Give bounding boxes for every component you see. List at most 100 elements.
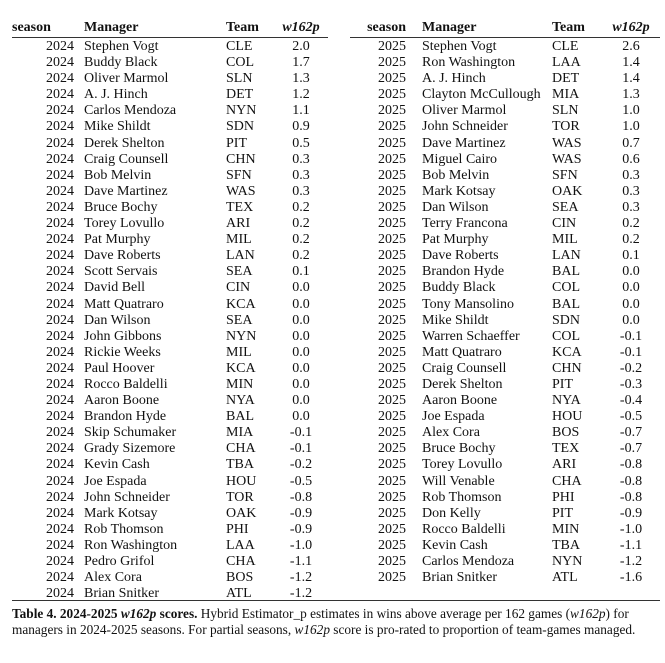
season-cell: 2025: [378, 312, 406, 328]
table-row: 2024 Mark Kotsay OAK -0.9: [12, 506, 328, 522]
team-cell: NYN: [552, 554, 583, 569]
team-cell: NYA: [226, 393, 255, 409]
score-cell: 1.2: [292, 87, 310, 103]
table-row: 2024 Torey Lovullo ARI 0.2: [12, 216, 328, 232]
score-cell: 0.2: [292, 199, 310, 215]
manager-cell: Mark Kotsay: [84, 505, 158, 521]
manager-cell: Pat Murphy: [84, 232, 151, 248]
season-cell: 2025: [378, 328, 406, 344]
team-cell: BAL: [552, 264, 580, 280]
season-cell: 2024: [46, 232, 74, 248]
header-manager: Manager: [84, 20, 139, 35]
score-cell: 0.1: [622, 248, 640, 264]
table-row: 2025 Ron Washington LAA 1.4: [350, 55, 660, 71]
table-row: 2025 Oliver Marmol SLN 1.0: [350, 103, 660, 119]
team-cell: MIL: [226, 344, 252, 360]
team-cell: SLN: [226, 71, 253, 87]
caption-label-text: Table 4. 2024-2025: [12, 606, 121, 621]
table-row: 2025 Dave Martinez WAS 0.7: [350, 136, 660, 152]
table-row: 2024 Pedro Grifol CHA -1.1: [12, 554, 328, 570]
score-cell: 0.0: [292, 296, 310, 312]
score-cell: 0.6: [622, 151, 640, 167]
header-row: season Manager Team w162p: [350, 20, 660, 38]
team-cell: OAK: [552, 183, 583, 199]
season-cell: 2025: [378, 135, 406, 151]
header-row: season Manager Team w162p: [12, 20, 328, 38]
team-cell: ATL: [226, 586, 252, 602]
team-cell: MIN: [552, 521, 580, 537]
manager-cell: Stephen Vogt: [422, 39, 497, 54]
team-cell: CIN: [226, 280, 251, 296]
team-cell: WAS: [552, 135, 582, 151]
season-cell: 2024: [46, 103, 74, 119]
team-cell: CHA: [552, 473, 582, 489]
team-cell: ATL: [552, 570, 578, 586]
manager-cell: Stephen Vogt: [84, 39, 159, 54]
team-cell: COL: [226, 55, 254, 71]
season-cell: 2024: [46, 473, 74, 489]
team-cell: CIN: [552, 216, 577, 232]
team-cell: COL: [552, 280, 580, 296]
manager-cell: Kevin Cash: [84, 457, 150, 473]
score-cell: 0.3: [292, 151, 310, 167]
team-cell: MIL: [226, 232, 252, 248]
team-cell: BAL: [552, 296, 580, 312]
table-row: 2024 Carlos Mendoza NYN 1.1: [12, 103, 328, 119]
season-cell: 2025: [378, 55, 406, 71]
score-cell: 0.2: [292, 232, 310, 248]
season-cell: 2024: [46, 216, 74, 232]
season-cell: 2025: [378, 505, 406, 521]
season-cell: 2025: [378, 264, 406, 280]
manager-cell: Mike Shildt: [422, 312, 489, 328]
team-cell: NYA: [552, 393, 581, 409]
manager-cell: Bruce Bochy: [84, 199, 158, 215]
team-cell: SEA: [226, 312, 253, 328]
season-cell: 2025: [378, 425, 406, 441]
team-cell: LAN: [226, 248, 255, 264]
table-bottom-rule: [12, 600, 660, 601]
team-cell: PHI: [552, 489, 575, 505]
score-cell: -0.1: [289, 425, 313, 441]
season-cell: 2025: [378, 87, 406, 103]
score-cell: -1.2: [289, 570, 313, 586]
score-cell: 0.0: [622, 264, 640, 280]
table-row: 2025 Pat Murphy MIL 0.2: [350, 232, 660, 248]
table-row: 2024 Aaron Boone NYA 0.0: [12, 393, 328, 409]
team-cell: OAK: [226, 505, 257, 521]
team-cell: TOR: [552, 119, 580, 135]
team-cell: WAS: [226, 183, 256, 199]
manager-cell: Rickie Weeks: [84, 344, 161, 360]
team-cell: MIL: [552, 232, 578, 248]
manager-cell: Craig Counsell: [422, 360, 507, 376]
team-cell: TBA: [226, 457, 254, 473]
score-cell: -0.8: [289, 489, 313, 505]
manager-cell: A. J. Hinch: [84, 87, 148, 103]
score-cell: -0.1: [619, 328, 643, 344]
table-row: 2024 Dave Martinez WAS 0.3: [12, 184, 328, 200]
season-cell: 2024: [46, 328, 74, 344]
season-cell: 2025: [378, 103, 406, 119]
season-cell: 2025: [378, 393, 406, 409]
season-cell: 2024: [46, 183, 74, 199]
manager-cell: Aaron Boone: [422, 393, 498, 409]
team-cell: LAA: [226, 537, 255, 553]
season-cell: 2024: [46, 360, 74, 376]
team-cell: PIT: [552, 505, 573, 521]
manager-cell: Rob Thomson: [422, 489, 502, 505]
score-cell: -0.2: [619, 360, 643, 376]
season-cell: 2024: [46, 441, 74, 457]
team-cell: ARI: [552, 457, 577, 473]
table-row: 2025 Torey Lovullo ARI -0.8: [350, 457, 660, 473]
caption-italic: w162p: [570, 606, 606, 621]
table-row: 2024 Grady Sizemore CHA -0.1: [12, 441, 328, 457]
season-cell: 2024: [46, 521, 74, 537]
manager-cell: John Gibbons: [84, 328, 162, 344]
team-cell: SEA: [552, 199, 579, 215]
team-cell: SLN: [552, 103, 579, 119]
season-cell: 2024: [46, 199, 74, 215]
table-row: 2025 Clayton McCullough MIA 1.3: [350, 87, 660, 103]
manager-cell: Terry Francona: [422, 216, 508, 232]
manager-cell: Skip Schumaker: [84, 425, 177, 441]
team-cell: TEX: [552, 441, 580, 457]
table-row: 2024 Brian Snitker ATL -1.2: [12, 586, 328, 602]
